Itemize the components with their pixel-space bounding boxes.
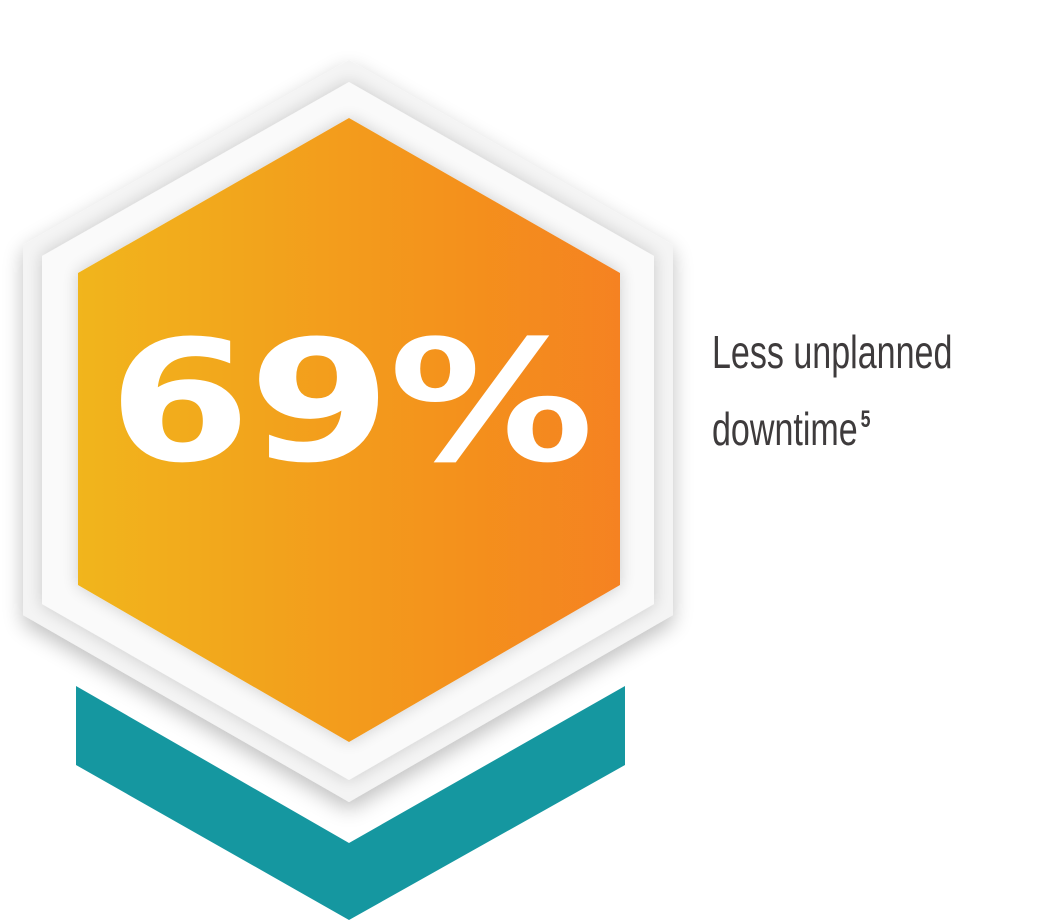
caption-line-2: downtime 5 [712, 386, 952, 463]
caption-line-2-text: downtime [712, 403, 858, 455]
stat-caption: Less unplanned downtime 5 [712, 318, 952, 463]
caption-line-1: Less unplanned [712, 326, 953, 378]
footnote-marker[interactable]: 5 [860, 406, 871, 433]
chevron-down-icon [76, 686, 625, 920]
hexagon-badge-icon [78, 118, 620, 742]
stat-value: 69% [108, 304, 594, 500]
